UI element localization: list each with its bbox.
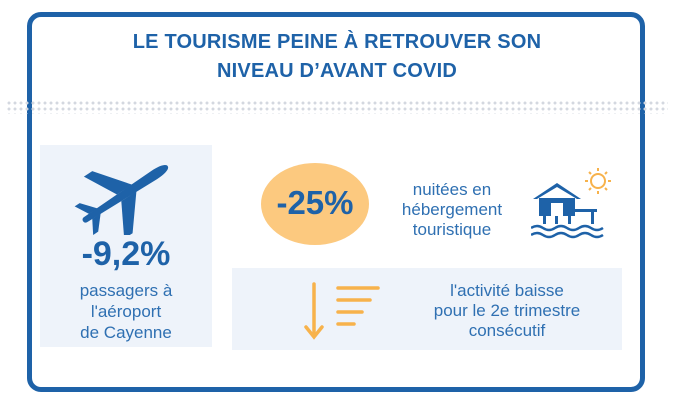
airport-label: passagers à l'aéroport de Cayenne (40, 280, 212, 343)
airplane-icon (74, 165, 169, 235)
airport-label-line: de Cayenne (80, 323, 172, 342)
airport-label-line: passagers à (79, 281, 173, 300)
down-arrow-list-icon (304, 282, 380, 340)
airport-label-line: l'aéroport (90, 302, 162, 321)
title-line-1: LE TOURISME PEINE À RETROUVER SON (132, 31, 542, 53)
activity-label: l'activité baisse pour le 2e trimestre c… (397, 281, 617, 341)
lodging-label-line: nuitées en (412, 180, 492, 199)
stilt-house-sun-icon (531, 168, 611, 239)
activity-panel: l'activité baisse pour le 2e trimestre c… (232, 268, 622, 350)
activity-label-line: pour le 2e trimestre (433, 301, 581, 320)
activity-label-line: consécutif (468, 321, 546, 340)
activity-label-line: l'activité baisse (450, 281, 564, 300)
title-line-2: NIVEAU D’AVANT COVID (217, 60, 457, 82)
infographic-title: LE TOURISME PEINE À RETROUVER SON NIVEAU… (0, 28, 674, 86)
airport-percent: -9,2% (81, 235, 171, 273)
lodging-percent-circle: -25% (261, 163, 369, 245)
dotted-divider (6, 100, 668, 114)
lodging-label-line: touristique (412, 220, 492, 239)
lodging-label-line: hébergement (401, 200, 503, 219)
lodging-label: nuitées en hébergement touristique (372, 180, 532, 240)
airport-panel: -9,2% passagers à l'aéroport de Cayenne (40, 145, 212, 347)
lodging-percent: -25% (276, 184, 354, 221)
